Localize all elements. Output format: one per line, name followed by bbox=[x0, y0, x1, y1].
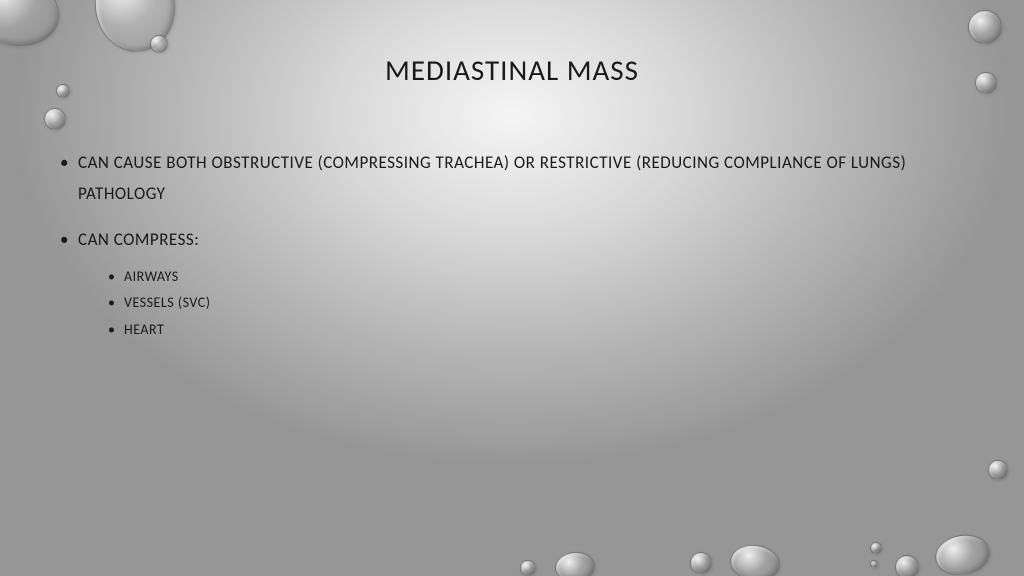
water-droplet-icon bbox=[870, 560, 878, 568]
water-droplet-icon bbox=[870, 542, 882, 554]
water-droplet-icon bbox=[150, 35, 168, 53]
bullet-text: CAN COMPRESS: bbox=[78, 229, 199, 250]
water-droplet-icon bbox=[988, 460, 1008, 480]
water-droplet-icon bbox=[932, 531, 993, 576]
bullet-list: CAN CAUSE BOTH OBSTRUCTIVE (COMPRESSING … bbox=[50, 148, 964, 344]
water-droplet-icon bbox=[728, 542, 783, 576]
list-item: CAN COMPRESS: AIRWAYS VESSELS (SVC) HEAR… bbox=[50, 225, 964, 343]
water-droplet-icon bbox=[968, 10, 1002, 44]
water-droplet-icon bbox=[520, 560, 536, 576]
water-droplet-icon bbox=[690, 552, 712, 574]
water-droplet-icon bbox=[56, 84, 70, 98]
sub-bullet-list: AIRWAYS VESSELS (SVC) HEART bbox=[78, 264, 964, 344]
water-droplet-icon bbox=[975, 72, 997, 94]
list-item: AIRWAYS bbox=[78, 264, 964, 291]
list-item: VESSELS (SVC) bbox=[78, 290, 964, 317]
bullet-text: CAN CAUSE BOTH OBSTRUCTIVE (COMPRESSING … bbox=[78, 152, 906, 204]
slide-content: CAN CAUSE BOTH OBSTRUCTIVE (COMPRESSING … bbox=[0, 88, 1024, 344]
list-item: HEART bbox=[78, 317, 964, 344]
water-droplet-icon bbox=[554, 550, 596, 576]
water-droplet-icon bbox=[44, 108, 66, 130]
water-droplet-icon bbox=[895, 555, 919, 576]
list-item: CAN CAUSE BOTH OBSTRUCTIVE (COMPRESSING … bbox=[50, 148, 964, 209]
slide: MEDIASTINAL MASS CAN CAUSE BOTH OBSTRUCT… bbox=[0, 0, 1024, 576]
